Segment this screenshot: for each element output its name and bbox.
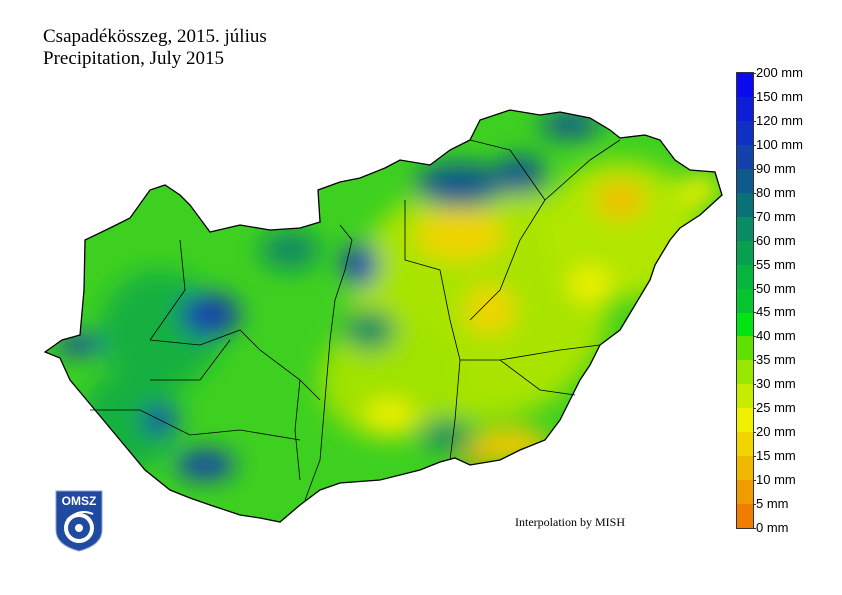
legend-tick: [753, 144, 756, 146]
legend-label: 30 mm: [756, 376, 796, 392]
legend-band: [737, 432, 753, 457]
logo-text: OMSZ: [62, 494, 97, 508]
legend-band: [737, 120, 753, 145]
legend-label: 35 mm: [756, 352, 796, 368]
legend-tick: [753, 216, 756, 218]
legend-label: 60 mm: [756, 232, 796, 248]
legend-band: [737, 504, 753, 529]
legend-band: [737, 192, 753, 217]
legend-band: [737, 216, 753, 241]
legend-band: [737, 408, 753, 433]
legend-band: [737, 288, 753, 313]
legend-tick: [753, 456, 756, 458]
legend-label: 45 mm: [756, 304, 796, 320]
legend-band: [737, 264, 753, 289]
county-borders: [90, 139, 621, 501]
legend-band: [737, 360, 753, 385]
legend-label: 150 mm: [756, 88, 803, 104]
legend-tick: [753, 360, 756, 362]
legend-label: 20 mm: [756, 424, 796, 440]
legend-tick: [753, 408, 756, 410]
legend-band: [737, 240, 753, 265]
legend-tick: [753, 504, 756, 506]
legend-label: 50 mm: [756, 280, 796, 296]
legend-label: 70 mm: [756, 208, 796, 224]
legend-tick: [753, 240, 756, 242]
legend-tick: [753, 480, 756, 482]
legend-band: [737, 384, 753, 409]
legend-label: 120 mm: [756, 112, 803, 128]
legend-tick: [753, 528, 756, 529]
legend-label: 90 mm: [756, 160, 796, 176]
legend-label: 25 mm: [756, 400, 796, 416]
legend-label: 10 mm: [756, 472, 796, 488]
legend-tick: [753, 168, 756, 170]
legend-band: [737, 144, 753, 169]
legend-band: [737, 73, 753, 97]
title-english: Precipitation, July 2015: [43, 48, 225, 69]
legend-tick: [753, 312, 756, 314]
legend-band: [737, 312, 753, 337]
legend-tick: [753, 264, 756, 266]
legend-tick: [753, 120, 756, 122]
legend-label: 15 mm: [756, 448, 796, 464]
legend-tick: [753, 192, 756, 194]
legend-label: 0 mm: [756, 520, 789, 535]
legend-tick: [753, 384, 756, 386]
legend-tick: [753, 73, 756, 74]
title-hungarian: Csapadékösszeg, 2015. július: [43, 26, 267, 47]
legend-band: [737, 168, 753, 193]
legend-band: [737, 456, 753, 481]
interpolation-credit: Interpolation by MISH: [515, 515, 625, 529]
legend-label: 80 mm: [756, 184, 796, 200]
legend-band: [737, 336, 753, 361]
legend-label: 100 mm: [756, 136, 803, 152]
legend-band: [737, 96, 753, 121]
legend-label: 55 mm: [756, 256, 796, 272]
color-scale-bar: [736, 72, 754, 529]
legend-tick: [753, 288, 756, 290]
legend-label: 5 mm: [756, 496, 789, 512]
legend-tick: [753, 96, 756, 98]
legend-band: [737, 480, 753, 505]
legend-label: 40 mm: [756, 328, 796, 344]
omsz-logo: OMSZ: [55, 490, 103, 552]
legend-tick: [753, 336, 756, 338]
legend-tick: [753, 432, 756, 434]
legend-label: 200 mm: [756, 65, 803, 80]
